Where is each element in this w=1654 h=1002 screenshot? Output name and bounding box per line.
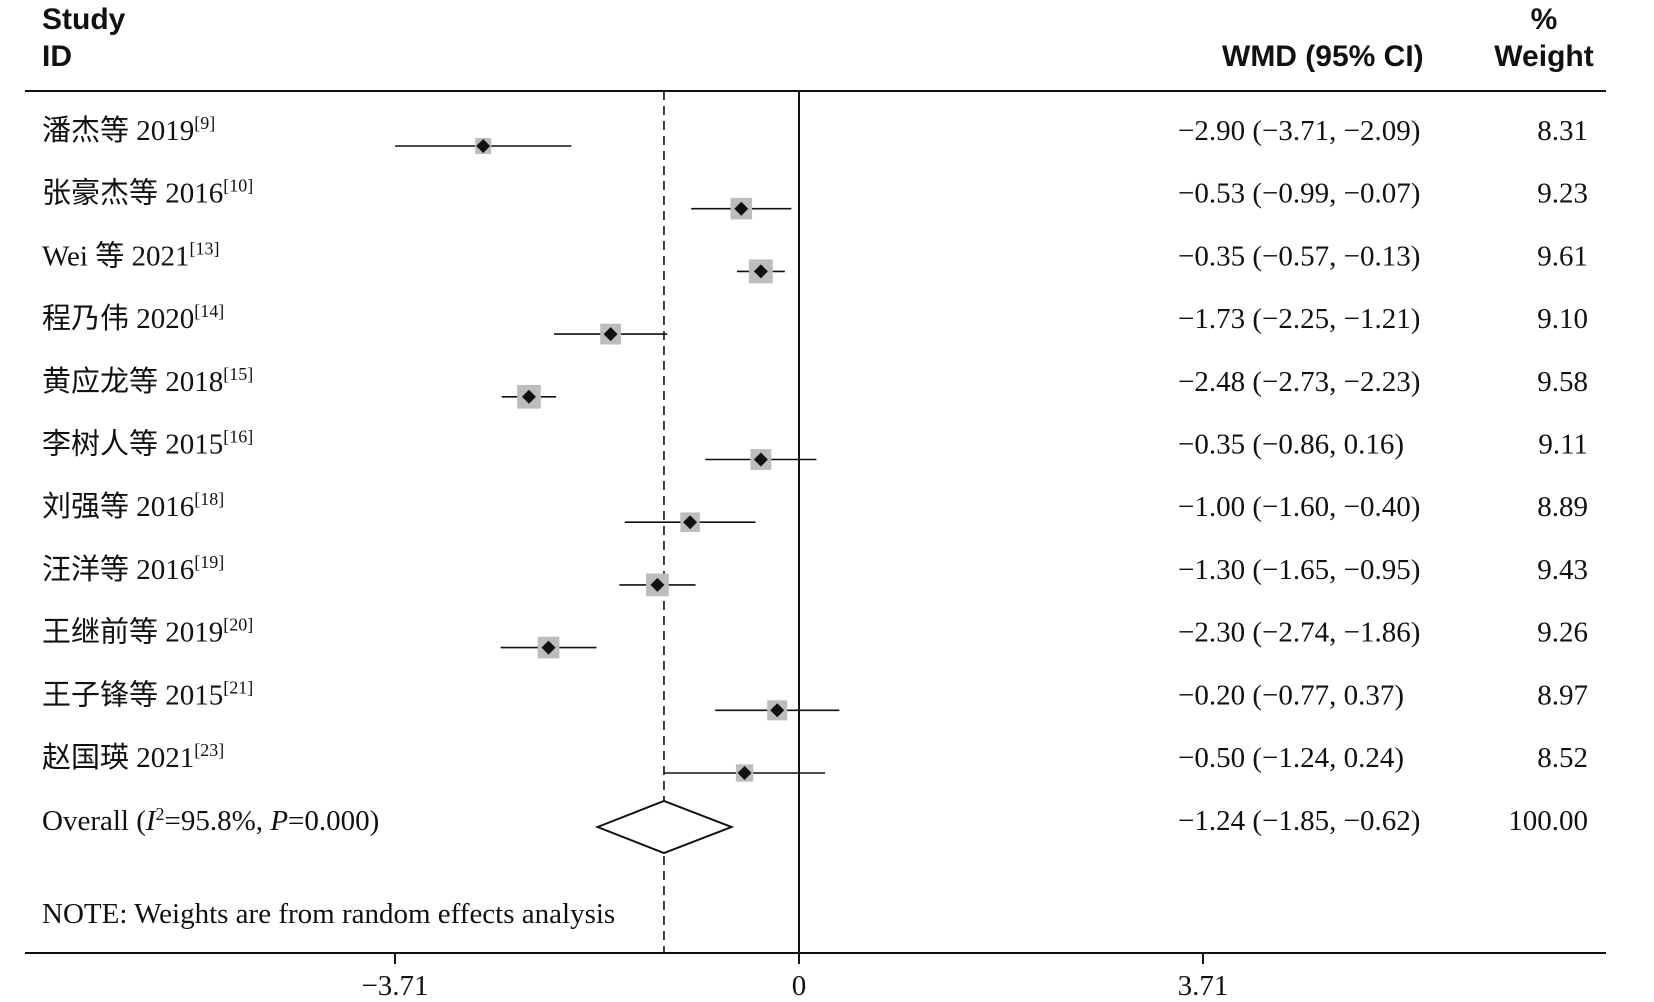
x-tick-label: −3.71 bbox=[361, 970, 428, 1002]
ci-value: −2.48 (−2.73, −2.23) bbox=[1178, 366, 1420, 398]
study-row: 赵国瑛 2021[23] −0.50 (−1.24, 0.24) 8.52 bbox=[42, 740, 1588, 782]
x-tick-label: 0 bbox=[792, 970, 807, 1002]
overall-ci-value: −1.24 (−1.85, −0.62) bbox=[1178, 805, 1420, 837]
header-weight-label: Weight bbox=[1494, 40, 1593, 73]
study-rows: 潘杰等 2019[9] −2.90 (−3.71, −2.09) 8.31 张豪杰等 … bbox=[42, 113, 1588, 782]
weight-value: 9.23 bbox=[1537, 178, 1588, 210]
weight-value: 8.52 bbox=[1537, 742, 1588, 774]
ci-value: −1.73 (−2.25, −1.21) bbox=[1178, 303, 1420, 335]
study-row: 程乃伟 2020[14] −1.73 (−2.25, −1.21) 9.10 bbox=[42, 301, 1588, 345]
point-estimate bbox=[683, 515, 698, 530]
weights-note: NOTE: Weights are from random effects an… bbox=[42, 898, 615, 930]
point-estimate bbox=[753, 452, 768, 467]
overall-label: Overall (I2=95.8%, P=0.000) bbox=[42, 804, 379, 837]
point-estimate bbox=[737, 766, 752, 780]
study-row: 李树人等 2015[16] −0.35 (−0.86, 0.16) 9.11 bbox=[42, 427, 1588, 470]
ci-value: −0.53 (−0.99, −0.07) bbox=[1178, 178, 1420, 210]
weight-value: 9.61 bbox=[1537, 240, 1588, 272]
point-estimate bbox=[753, 264, 768, 279]
study-label: 程乃伟 2020[14] bbox=[42, 301, 224, 335]
ci-value: −2.90 (−3.71, −2.09) bbox=[1178, 115, 1420, 147]
study-row: 潘杰等 2019[9] −2.90 (−3.71, −2.09) 8.31 bbox=[42, 113, 1588, 155]
weight-value: 9.11 bbox=[1538, 429, 1588, 461]
study-label: 潘杰等 2019[9] bbox=[42, 113, 215, 147]
header-study-label: Study bbox=[42, 3, 126, 36]
point-estimate bbox=[521, 389, 536, 404]
study-label: 张豪杰等 2016[10] bbox=[42, 176, 253, 210]
study-label: 赵国瑛 2021[23] bbox=[42, 740, 224, 774]
study-label: 黄应龙等 2018[15] bbox=[42, 364, 253, 398]
ci-value: −2.30 (−2.74, −1.86) bbox=[1178, 617, 1420, 649]
weight-value: 9.26 bbox=[1537, 617, 1588, 649]
weight-value: 8.31 bbox=[1537, 115, 1588, 147]
point-estimate bbox=[770, 703, 785, 718]
ci-value: −0.35 (−0.57, −0.13) bbox=[1178, 240, 1420, 272]
x-axis-ticks: −3.71 0 3.71 bbox=[361, 953, 1228, 1002]
point-estimate bbox=[734, 201, 749, 216]
weight-value: 9.58 bbox=[1537, 366, 1588, 398]
study-row: 黄应龙等 2018[15] −2.48 (−2.73, −2.23) 9.58 bbox=[42, 364, 1588, 409]
header-effect-label: WMD (95% CI) bbox=[1222, 40, 1424, 73]
ci-value: −0.20 (−0.77, 0.37) bbox=[1178, 679, 1404, 711]
ci-value: −0.50 (−1.24, 0.24) bbox=[1178, 742, 1404, 774]
header-id-label: ID bbox=[42, 40, 72, 73]
point-estimate bbox=[476, 139, 491, 153]
study-label: 刘强等 2016[18] bbox=[42, 489, 224, 523]
study-label: Wei 等 2021[13] bbox=[42, 238, 219, 272]
study-row: 张豪杰等 2016[10] −0.53 (−0.99, −0.07) 9.23 bbox=[42, 176, 1588, 220]
weight-value: 9.43 bbox=[1537, 554, 1588, 586]
weight-value: 8.97 bbox=[1537, 679, 1588, 711]
study-label: 王子锋等 2015[21] bbox=[42, 677, 253, 711]
point-estimate bbox=[603, 327, 618, 342]
ci-value: −0.35 (−0.86, 0.16) bbox=[1178, 429, 1404, 461]
study-label: 李树人等 2015[16] bbox=[42, 427, 253, 461]
study-label: 王继前等 2019[20] bbox=[42, 615, 253, 649]
ci-value: −1.30 (−1.65, −0.95) bbox=[1178, 554, 1420, 586]
point-estimate bbox=[650, 577, 665, 592]
header-weight-percent: % bbox=[1531, 3, 1558, 36]
study-row: 刘强等 2016[18] −1.00 (−1.60, −0.40) 8.89 bbox=[42, 489, 1588, 532]
study-row: 王子锋等 2015[21] −0.20 (−0.77, 0.37) 8.97 bbox=[42, 677, 1588, 721]
study-row: 汪洋等 2016[19] −1.30 (−1.65, −0.95) 9.43 bbox=[42, 552, 1588, 597]
weight-value: 9.10 bbox=[1537, 303, 1588, 335]
ci-value: −1.00 (−1.60, −0.40) bbox=[1178, 491, 1420, 523]
weight-value: 8.89 bbox=[1537, 491, 1588, 523]
overall-diamond bbox=[594, 799, 735, 855]
study-label: 汪洋等 2016[19] bbox=[42, 552, 224, 586]
overall-weight-value: 100.00 bbox=[1508, 805, 1588, 837]
point-estimate bbox=[541, 640, 556, 655]
study-row: Wei 等 2021[13] −0.35 (−0.57, −0.13) 9.61 bbox=[42, 238, 1588, 284]
x-tick-label: 3.71 bbox=[1178, 970, 1229, 1002]
study-row: 王继前等 2019[20] −2.30 (−2.74, −1.86) 9.26 bbox=[42, 615, 1588, 659]
